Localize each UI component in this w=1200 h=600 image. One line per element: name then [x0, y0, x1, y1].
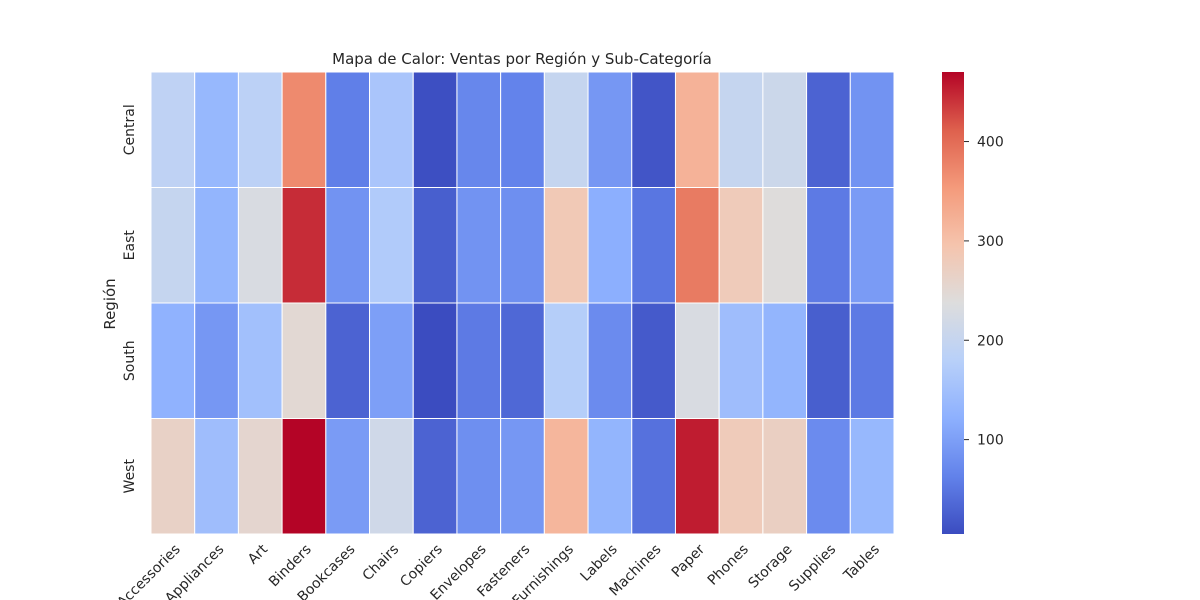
- x-tick-label: Chairs: [360, 542, 403, 585]
- heatmap-cell: [674, 71, 720, 188]
- colorbar-tick-label: 300: [977, 234, 1004, 250]
- heatmap-cell: [456, 187, 502, 304]
- heatmap-cell: [237, 418, 283, 535]
- heatmap-cell: [587, 418, 633, 535]
- x-tick-label: Tables: [840, 542, 883, 585]
- x-tick-label: Supplies: [786, 542, 839, 595]
- heatmap-cell: [718, 302, 764, 419]
- heatmap-cell: [456, 302, 502, 419]
- heatmap-cells: [150, 71, 895, 535]
- heatmap-cell: [412, 418, 458, 535]
- heatmap-cell: [762, 187, 808, 304]
- heatmap-cell: [150, 187, 196, 304]
- y-tick-label: Central: [122, 104, 138, 155]
- heatmap-cell: [587, 71, 633, 188]
- y-tick-label: South: [122, 340, 138, 381]
- heatmap-cell: [325, 302, 371, 419]
- heatmap-cell: [325, 71, 371, 188]
- heatmap-cell: [587, 187, 633, 304]
- heatmap-cell: [150, 302, 196, 419]
- y-tick-labels: Central East South West: [122, 104, 138, 493]
- colorbar-tick-label: 400: [977, 135, 1004, 151]
- heatmap-cell: [543, 71, 589, 188]
- x-tick-label: Paper: [669, 541, 709, 581]
- heatmap-cell: [412, 302, 458, 419]
- x-tick-label: Phones: [705, 542, 752, 589]
- heatmap-cell: [806, 71, 851, 188]
- heatmap-cell: [237, 71, 283, 188]
- heatmap-cell: [849, 187, 895, 304]
- x-tick-label: Labels: [578, 542, 621, 585]
- heatmap-cell: [587, 302, 633, 419]
- heatmap-cell: [500, 302, 545, 419]
- heatmap-cell: [762, 418, 808, 535]
- heatmap-cell: [369, 71, 414, 188]
- heatmap-cell: [369, 418, 414, 535]
- heatmap-cell: [849, 418, 895, 535]
- heatmap-cell: [325, 187, 371, 304]
- x-tick-label: Art: [245, 541, 271, 567]
- heatmap-cell: [631, 418, 676, 535]
- heatmap-cell: [412, 71, 458, 188]
- heatmap-cell: [543, 418, 589, 535]
- heatmap-cell: [194, 418, 239, 535]
- heatmap-cell: [762, 71, 808, 188]
- heatmap-cell: [237, 302, 283, 419]
- heatmap-cell: [500, 71, 545, 188]
- colorbar-ticks: 100 200 300 400: [964, 135, 1004, 449]
- heatmap-cell: [631, 71, 676, 188]
- heatmap-cell: [150, 418, 196, 535]
- heatmap-cell: [194, 187, 239, 304]
- heatmap-cell: [718, 187, 764, 304]
- heatmap-cell: [369, 302, 414, 419]
- heatmap-cell: [194, 71, 239, 188]
- heatmap-cell: [674, 418, 720, 535]
- heatmap-cell: [806, 187, 851, 304]
- heatmap-cell: [674, 187, 720, 304]
- y-tick-label: East: [122, 230, 138, 261]
- heatmap-cell: [456, 71, 502, 188]
- heatmap-cell: [281, 187, 327, 304]
- chart-title: Mapa de Calor: Ventas por Región y Sub-C…: [332, 50, 712, 68]
- heatmap-cell: [806, 302, 851, 419]
- heatmap-cell: [500, 418, 545, 535]
- heatmap-cell: [631, 302, 676, 419]
- heatmap-cell: [369, 187, 414, 304]
- heatmap-cell: [718, 418, 764, 535]
- heatmap-cell: [194, 302, 239, 419]
- heatmap-cell: [543, 302, 589, 419]
- heatmap-cell: [500, 187, 545, 304]
- heatmap-cell: [281, 71, 327, 188]
- colorbar: [942, 72, 964, 534]
- y-tick-label: West: [122, 459, 138, 494]
- heatmap-cell: [412, 187, 458, 304]
- heatmap-cell: [325, 418, 371, 535]
- heatmap-cell: [281, 302, 327, 419]
- colorbar-tick-label: 100: [977, 433, 1004, 449]
- heatmap-cell: [806, 418, 851, 535]
- colorbar-tick-label: 200: [977, 333, 1004, 349]
- heatmap-cell: [849, 302, 895, 419]
- y-axis-label: Región: [101, 278, 119, 329]
- heatmap-cell: [674, 302, 720, 419]
- heatmap-cell: [762, 302, 808, 419]
- heatmap-cell: [456, 418, 502, 535]
- heatmap-cell: [718, 71, 764, 188]
- heatmap-cell: [849, 71, 895, 188]
- heatmap-cell: [631, 187, 676, 304]
- heatmap-cell: [543, 187, 589, 304]
- heatmap-cell: [150, 71, 196, 188]
- heatmap-cell: [237, 187, 283, 304]
- heatmap-cell: [281, 418, 327, 535]
